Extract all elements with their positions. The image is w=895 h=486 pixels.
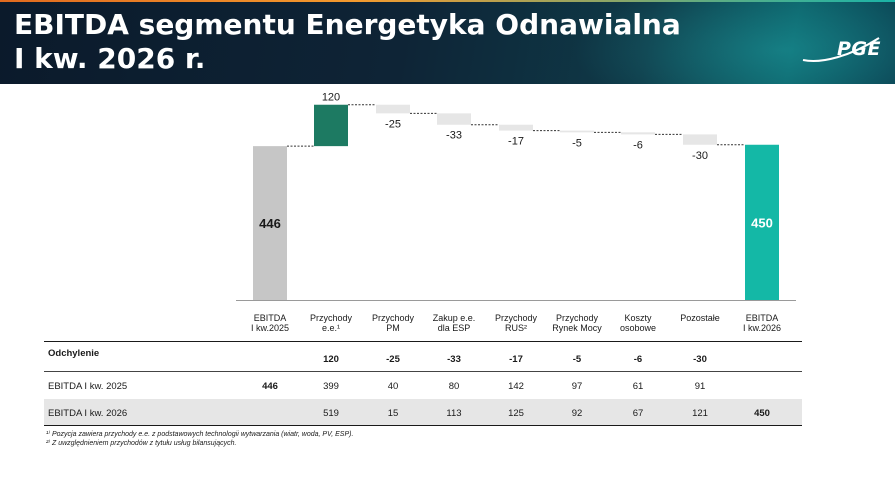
table-cell: 125	[508, 408, 524, 419]
table-cell: 446	[262, 381, 278, 392]
table-cell: 91	[694, 381, 706, 392]
header-banner: EBITDA segmentu Energetyka Odnawialna I …	[0, 0, 895, 84]
header-line-2: I kw.2025	[250, 323, 290, 333]
table-header-cell: Przychody Rynek Mocy	[545, 313, 609, 333]
header-line-2: dla ESP	[437, 323, 471, 333]
table-cell: -6	[633, 354, 643, 365]
title-line-2: I kw. 2026 r.	[14, 42, 206, 75]
table-header-cell: Zakup e.e. dla ESP	[422, 313, 486, 333]
table-cell: 399	[323, 381, 339, 392]
footnote-2: ²⁾ Z uwzględnieniem przychodów z tytułu …	[46, 440, 237, 447]
bar-step-2	[376, 104, 410, 114]
title-line-1: EBITDA segmentu Energetyka Odnawialna	[14, 8, 681, 41]
header-line-1: Przychody	[494, 313, 538, 323]
table-cell: 40	[387, 381, 399, 392]
header-accent-line	[0, 0, 895, 2]
header-line-1: Przychody	[555, 313, 599, 323]
table-cell: 67	[632, 408, 644, 419]
data-table: EBITDA I kw.2025 Przychody e.e.¹ Przychody PM…	[44, 310, 802, 426]
table-header-row: EBITDA I kw.2025 Przychody e.e.¹ Przychody PM…	[44, 310, 802, 342]
bar-step-3	[437, 113, 471, 125]
bar-step-label-1: 120	[322, 92, 340, 104]
pge-logo-text: PGE	[837, 38, 881, 60]
header-line-1: EBITDA	[253, 313, 287, 323]
table-cell: 15	[387, 408, 399, 419]
table-header-cell: EBITDA I kw.2026	[730, 313, 794, 333]
row-label: EBITDA I kw. 2026	[48, 408, 128, 419]
table-header-cell: Przychody PM	[361, 313, 425, 333]
table-cell: 142	[508, 381, 524, 392]
bar-step-7	[683, 134, 717, 145]
header-line-1: Koszty	[624, 313, 652, 323]
header-line-2: RUS²	[505, 323, 527, 333]
table-row: EBITDA I kw. 2025 446 399 40 80 142 97 61 91	[44, 372, 802, 399]
table-header-cell: Koszty osobowe	[606, 313, 670, 333]
header-line-2: PM	[386, 323, 400, 333]
table-cell: 519	[323, 408, 339, 419]
table-cell: -17	[509, 354, 523, 365]
pge-logo-icon	[802, 37, 880, 62]
header-glow	[555, 0, 895, 84]
bar-step-label-2: -25	[385, 118, 401, 130]
waterfall-chart: 446 120 -25 -33 -17 -5 -6 -30 450	[236, 92, 796, 301]
table-cell: -33	[447, 354, 461, 365]
header-line-2: Rynek Mocy	[552, 323, 602, 333]
table-header-cell: Pozostałe	[668, 313, 732, 323]
header-line-1: Zakup e.e.	[432, 313, 476, 323]
bar-step-1	[314, 104, 348, 147]
footnotes: ¹⁾ Pozycja zawiera przychody e.e. z pods…	[46, 430, 353, 448]
table-cell: 80	[448, 381, 460, 392]
bar-step-4	[499, 124, 533, 131]
header-line-1: EBITDA	[745, 313, 779, 323]
header-line-2: osobowe	[619, 323, 657, 333]
bar-step-label-3: -33	[446, 130, 462, 142]
table-header-cell: Przychody RUS²	[484, 313, 548, 333]
table-cell: 113	[446, 408, 462, 419]
table-cell: 97	[571, 381, 583, 392]
table-cell: -30	[693, 354, 707, 365]
header-line-2: e.e.¹	[321, 323, 340, 333]
bar-step-label-6: -6	[633, 139, 643, 151]
row-label: EBITDA I kw. 2025	[48, 381, 128, 392]
bar-step-6	[621, 132, 655, 135]
table-cell: 92	[571, 408, 583, 419]
table-row: EBITDA I kw. 2026 519 15 113 125 92 67 121 450	[44, 399, 802, 426]
row-label: Odchylenie	[48, 348, 100, 359]
table-row: Odchylenie 120 -25 -33 -17 -5 -6 -30	[44, 342, 802, 372]
bar-step-5	[560, 130, 594, 133]
table-cell: 61	[632, 381, 644, 392]
bar-end-label: 450	[751, 215, 773, 230]
bar-step-label-5: -5	[572, 137, 582, 149]
header-line-2: I kw.2026	[742, 323, 782, 333]
header-line-1: Pozostałe	[680, 313, 720, 323]
table-cell: -25	[386, 354, 400, 365]
page-title: EBITDA segmentu Energetyka Odnawialna I …	[14, 8, 714, 76]
bar-step-label-4: -17	[508, 136, 524, 148]
header-line-1: Przychody	[309, 313, 353, 323]
table-cell: -5	[572, 354, 582, 365]
table-cell: 450	[754, 408, 770, 419]
table-cell: 121	[692, 408, 708, 419]
table-cell: 120	[323, 354, 339, 365]
bar-start-label: 446	[259, 216, 281, 231]
footnote-1: ¹⁾ Pozycja zawiera przychody e.e. z pods…	[46, 431, 354, 438]
bar-step-label-7: -30	[692, 150, 708, 162]
table-header-cell: EBITDA I kw.2025	[238, 313, 302, 333]
bar-start	[253, 146, 287, 300]
table-header-cell: Przychody e.e.¹	[299, 313, 363, 333]
header-line-1: Przychody	[371, 313, 415, 323]
bar-end	[745, 144, 779, 300]
